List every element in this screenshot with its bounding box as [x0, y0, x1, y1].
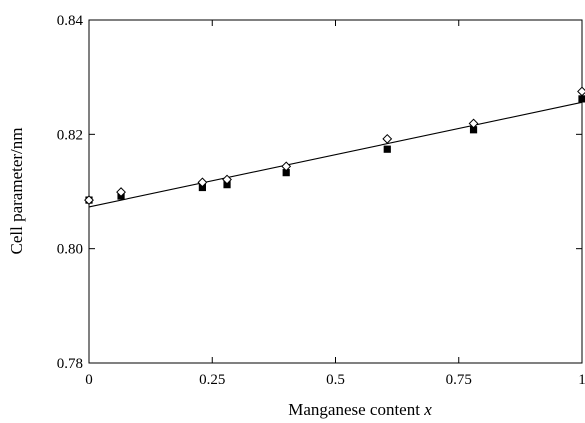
x-axis-label: Manganese content: [288, 400, 420, 419]
data-point-diamond: [222, 174, 232, 185]
data-point-square: [578, 95, 585, 103]
axis-ticks: [88, 19, 583, 364]
x-tick-label: 1: [578, 372, 585, 388]
x-axis-variable: x: [423, 400, 432, 419]
data-point-square: [383, 145, 391, 153]
data-point-square: [223, 181, 231, 189]
axis-tick-labels: 0 0.25 0.5 0.75 1 0.78 0.80 0.82 0.84: [57, 13, 585, 388]
y-axis-title: Cell parameter/nm: [7, 128, 26, 255]
x-tick-label: 0: [85, 372, 93, 388]
data-point-square: [469, 126, 478, 134]
data-point-diamond: [382, 133, 393, 144]
data-point-square: [282, 169, 290, 177]
data-point-diamond: [84, 195, 94, 205]
data-points: [84, 86, 585, 205]
x-tick-label: 0.25: [199, 372, 225, 388]
fit-line: [88, 101, 583, 208]
x-tick-label: 0.5: [326, 372, 345, 388]
data-point-diamond: [468, 118, 479, 129]
y-tick-label: 0.80: [57, 242, 83, 258]
data-point-square: [198, 183, 206, 192]
y-tick-label: 0.84: [57, 13, 84, 29]
data-point-diamond: [281, 161, 292, 172]
x-tick-label: 0.75: [446, 372, 472, 388]
x-axis-title: Manganese content x: [288, 400, 432, 419]
y-tick-label: 0.78: [57, 356, 83, 372]
data-point-diamond: [197, 177, 208, 188]
fit-line-group: [88, 101, 583, 208]
data-point-diamond: [116, 187, 126, 197]
data-point-diamond: [577, 86, 585, 97]
y-tick-label: 0.82: [57, 127, 83, 143]
